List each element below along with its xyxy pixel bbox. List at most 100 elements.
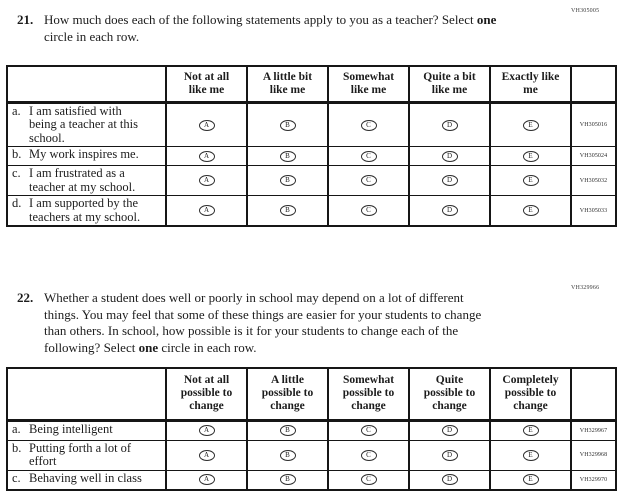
question-22: 22. Whether a student does well or poorl… xyxy=(17,290,569,356)
q22-row-b-statement: b. Putting forth a lot of effort xyxy=(7,439,166,470)
q22-row-a-label: a. xyxy=(12,421,21,436)
q21-row-d: d. I am supported by the teachers at my … xyxy=(7,195,616,226)
q21-d-bubble-d[interactable]: D xyxy=(441,205,458,217)
q21-a-bubble-c[interactable]: C xyxy=(360,119,377,131)
q22-a-bubble-a[interactable]: A xyxy=(198,425,215,437)
q21-d-bubble-c[interactable]: C xyxy=(360,205,377,217)
q22-c-bubble-a[interactable]: A xyxy=(198,474,215,486)
q22-col-header-completely: Completely possible to change xyxy=(489,368,571,422)
q21-c-bubble-d[interactable]: D xyxy=(441,175,458,187)
q21-row-c: c. I am frustrated as a teacher at my sc… xyxy=(7,165,616,196)
bubble-letter: E xyxy=(528,151,533,160)
q21-col-header-exactly: Exactly like me xyxy=(489,66,571,104)
q21-prompt-bold: one xyxy=(476,12,497,27)
bubble-letter: D xyxy=(446,206,453,215)
q22-b-bubble-a[interactable]: A xyxy=(198,449,215,461)
q21-b-bubble-c[interactable]: C xyxy=(360,150,377,162)
bubble-letter: E xyxy=(528,176,533,185)
q22-c-bubble-b[interactable]: B xyxy=(279,474,296,486)
q21-b-bubble-b[interactable]: B xyxy=(279,150,296,162)
bubble-letter: B xyxy=(285,450,290,459)
q22-b-bubble-e[interactable]: E xyxy=(522,449,539,461)
q22-row-a-code: VH329967 xyxy=(570,419,616,440)
q21-col-header-not-at-all: Not at all like me xyxy=(165,66,247,104)
q21-header-code-empty xyxy=(570,66,616,104)
q21-row-a: a. I am satisfied with being a teacher a… xyxy=(7,101,616,147)
q22-row-b: b. Putting forth a lot of effort A B C D… xyxy=(7,439,616,470)
bubble-letter: C xyxy=(366,426,371,435)
q22-col-header-quite: Quite possible to change xyxy=(408,368,490,422)
q21-a-bubble-d[interactable]: D xyxy=(441,119,458,131)
q22-b-bubble-c[interactable]: C xyxy=(360,449,377,461)
q22-row-a: a. Being intelligent A B C D E VH329967 xyxy=(7,419,616,440)
q21-response-table: Not at all like me A little bit like me … xyxy=(6,65,617,227)
bubble-letter: D xyxy=(446,120,453,129)
q22-prompt-pre: Whether a student does well or poorly in… xyxy=(44,290,482,355)
q21-d-bubble-a[interactable]: A xyxy=(198,205,215,217)
bubble-letter: A xyxy=(203,206,210,215)
bubble-letter: A xyxy=(203,426,210,435)
q21-row-a-label: a. xyxy=(12,103,21,118)
q22-a-bubble-d[interactable]: D xyxy=(441,425,458,437)
q21-row-d-statement: d. I am supported by the teachers at my … xyxy=(7,195,166,226)
q21-prompt-pre: How much does each of the following stat… xyxy=(44,12,477,27)
q21-row-c-text: I am frustrated as a teacher at my schoo… xyxy=(29,166,136,194)
q21-row-b: b. My work inspires me. A B C D E VH3050… xyxy=(7,146,616,166)
q22-row-b-code: VH329968 xyxy=(570,439,616,470)
q22-row-b-label: b. xyxy=(12,440,22,455)
q21-b-bubble-d[interactable]: D xyxy=(441,150,458,162)
q22-a-bubble-c[interactable]: C xyxy=(360,425,377,437)
question-21: 21. How much does each of the following … xyxy=(17,12,569,45)
q22-c-bubble-c[interactable]: C xyxy=(360,474,377,486)
q22-col-header-somewhat: Somewhat possible to change xyxy=(327,368,409,422)
q22-b-bubble-b[interactable]: B xyxy=(279,449,296,461)
q21-a-bubble-a[interactable]: A xyxy=(198,119,215,131)
bubble-letter: A xyxy=(203,176,210,185)
q22-header-statement-empty xyxy=(7,368,166,422)
q22-row-c-statement: c. Behaving well in class xyxy=(7,469,166,490)
q21-row-c-code: VH305032 xyxy=(570,165,616,196)
q21-a-bubble-e[interactable]: E xyxy=(522,119,539,131)
bubble-letter: D xyxy=(446,475,453,484)
q21-d-bubble-e[interactable]: E xyxy=(522,205,539,217)
bubble-letter: B xyxy=(285,426,290,435)
bubble-letter: C xyxy=(366,176,371,185)
bubble-letter: C xyxy=(366,120,371,129)
bubble-letter: A xyxy=(203,450,210,459)
bubble-letter: E xyxy=(528,206,533,215)
bubble-letter: B xyxy=(285,475,290,484)
q21-c-bubble-c[interactable]: C xyxy=(360,175,377,187)
q21-d-bubble-b[interactable]: B xyxy=(279,205,296,217)
bubble-letter: B xyxy=(285,206,290,215)
q22-b-bubble-d[interactable]: D xyxy=(441,449,458,461)
q21-row-b-label: b. xyxy=(12,147,22,161)
bubble-letter: D xyxy=(446,426,453,435)
q22-a-bubble-e[interactable]: E xyxy=(522,425,539,437)
q22-col-header-not-at-all: Not at all possible to change xyxy=(165,368,247,422)
q21-c-bubble-b[interactable]: B xyxy=(279,175,296,187)
q21-a-bubble-b[interactable]: B xyxy=(279,119,296,131)
q22-row-c-text: Behaving well in class xyxy=(29,470,142,485)
q22-a-bubble-b[interactable]: B xyxy=(279,425,296,437)
q22-col-header-a-little: A little possible to change xyxy=(246,368,328,422)
q22-c-bubble-e[interactable]: E xyxy=(522,474,539,486)
bubble-letter: C xyxy=(366,450,371,459)
q21-c-bubble-a[interactable]: A xyxy=(198,175,215,187)
bubble-letter: C xyxy=(366,475,371,484)
q21-number: 21. xyxy=(17,12,34,27)
q22-row-c-label: c. xyxy=(12,470,21,485)
bubble-letter: E xyxy=(528,450,533,459)
bubble-letter: A xyxy=(203,475,210,484)
q22-prompt-bold: one xyxy=(138,339,159,355)
bubble-letter: D xyxy=(446,450,453,459)
q21-c-bubble-e[interactable]: E xyxy=(522,175,539,187)
q21-form-code: VH305005 xyxy=(571,8,600,14)
q22-row-c: c. Behaving well in class A B C D E VH32… xyxy=(7,469,616,490)
q21-b-bubble-a[interactable]: A xyxy=(198,150,215,162)
q21-row-c-statement: c. I am frustrated as a teacher at my sc… xyxy=(7,165,166,196)
q22-c-bubble-d[interactable]: D xyxy=(441,474,458,486)
q21-b-bubble-e[interactable]: E xyxy=(522,150,539,162)
bubble-letter: E xyxy=(528,475,533,484)
bubble-letter: D xyxy=(446,151,453,160)
bubble-letter: A xyxy=(203,151,210,160)
